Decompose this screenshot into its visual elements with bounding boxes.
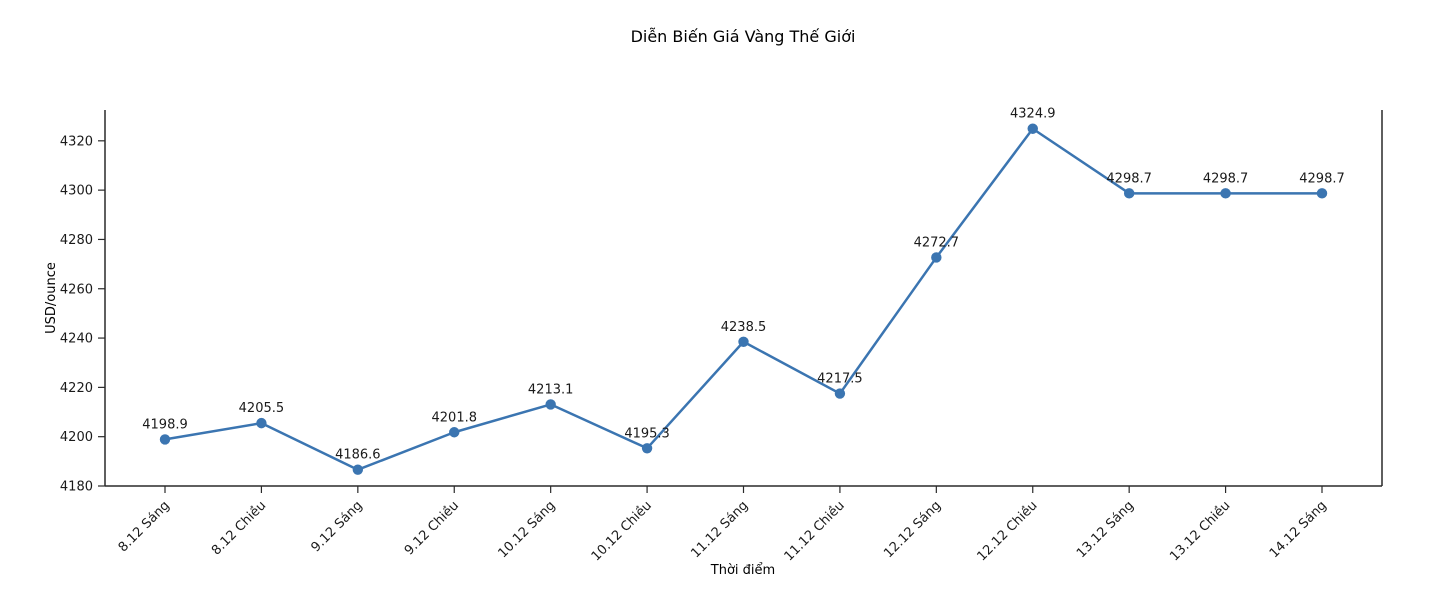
- x-tick-label: 12.12 Sáng: [881, 498, 944, 561]
- data-point: [641, 443, 653, 454]
- data-point-label: 4201.8: [432, 410, 478, 425]
- data-point: [1316, 188, 1328, 199]
- data-point-label: 4238.5: [721, 320, 767, 335]
- data-point-label: 4186.6: [335, 448, 381, 463]
- data-point: [449, 427, 460, 438]
- data-point: [834, 388, 846, 399]
- data-point: [738, 336, 749, 347]
- data-point: [1123, 188, 1135, 199]
- x-tick-label: 14.12 Sáng: [1267, 498, 1330, 561]
- data-point-label: 4217.5: [817, 372, 863, 387]
- x-tick-label: 10.12 Sáng: [496, 498, 559, 561]
- data-point: [545, 399, 556, 410]
- x-tick-label: 8.12 Sáng: [116, 498, 173, 555]
- y-tick-label: 4300: [60, 184, 93, 199]
- x-tick-label: 9.12 Chiều: [402, 498, 462, 558]
- y-axis-title: USD/ounce: [44, 262, 59, 334]
- x-axis-title: Thời điểm: [710, 563, 775, 578]
- data-point: [1027, 123, 1038, 134]
- x-tick-label: 11.12 Sáng: [688, 498, 751, 561]
- y-tick-label: 4280: [60, 233, 93, 248]
- y-tick-label: 4220: [60, 381, 93, 396]
- data-point-label: 4298.7: [1203, 171, 1249, 186]
- data-point-label: 4198.9: [142, 417, 188, 432]
- x-tick-label: 13.12 Sáng: [1074, 498, 1137, 561]
- data-point-label: 4205.5: [239, 401, 285, 416]
- x-tick-label: 11.12 Chiều: [782, 498, 848, 564]
- y-tick-label: 4240: [60, 332, 93, 347]
- data-point: [159, 434, 171, 445]
- y-tick-label: 4260: [60, 282, 93, 297]
- data-point-label: 4213.1: [528, 382, 574, 397]
- data-point-label: 4298.7: [1106, 171, 1152, 186]
- x-tick-label: 9.12 Sáng: [309, 498, 366, 555]
- y-tick-label: 4200: [60, 430, 93, 445]
- data-point: [256, 417, 267, 429]
- data-point: [352, 464, 364, 475]
- data-point-label: 4195.3: [624, 426, 670, 441]
- data-point: [1220, 188, 1231, 199]
- plot-area: 4180 4200 4220 4240 4260 4280 4300 4320 8.12 Sán…: [60, 107, 1383, 564]
- x-tick-label: 8.12 Chiều: [209, 498, 269, 558]
- y-tick-label: 4320: [60, 134, 93, 149]
- data-point-label: 4272.7: [914, 235, 960, 250]
- x-tick-label: 10.12 Chiều: [589, 498, 655, 564]
- data-point: [931, 252, 942, 263]
- y-tick-label: 4180: [60, 480, 93, 495]
- x-tick-label: 12.12 Chiều: [974, 498, 1040, 564]
- data-point-label: 4298.7: [1299, 171, 1345, 186]
- x-tick-label: 13.12 Chiều: [1167, 498, 1233, 564]
- data-point-label: 4324.9: [1010, 107, 1056, 122]
- chart-title: Diễn Biến Giá Vàng Thế Giới: [631, 27, 856, 46]
